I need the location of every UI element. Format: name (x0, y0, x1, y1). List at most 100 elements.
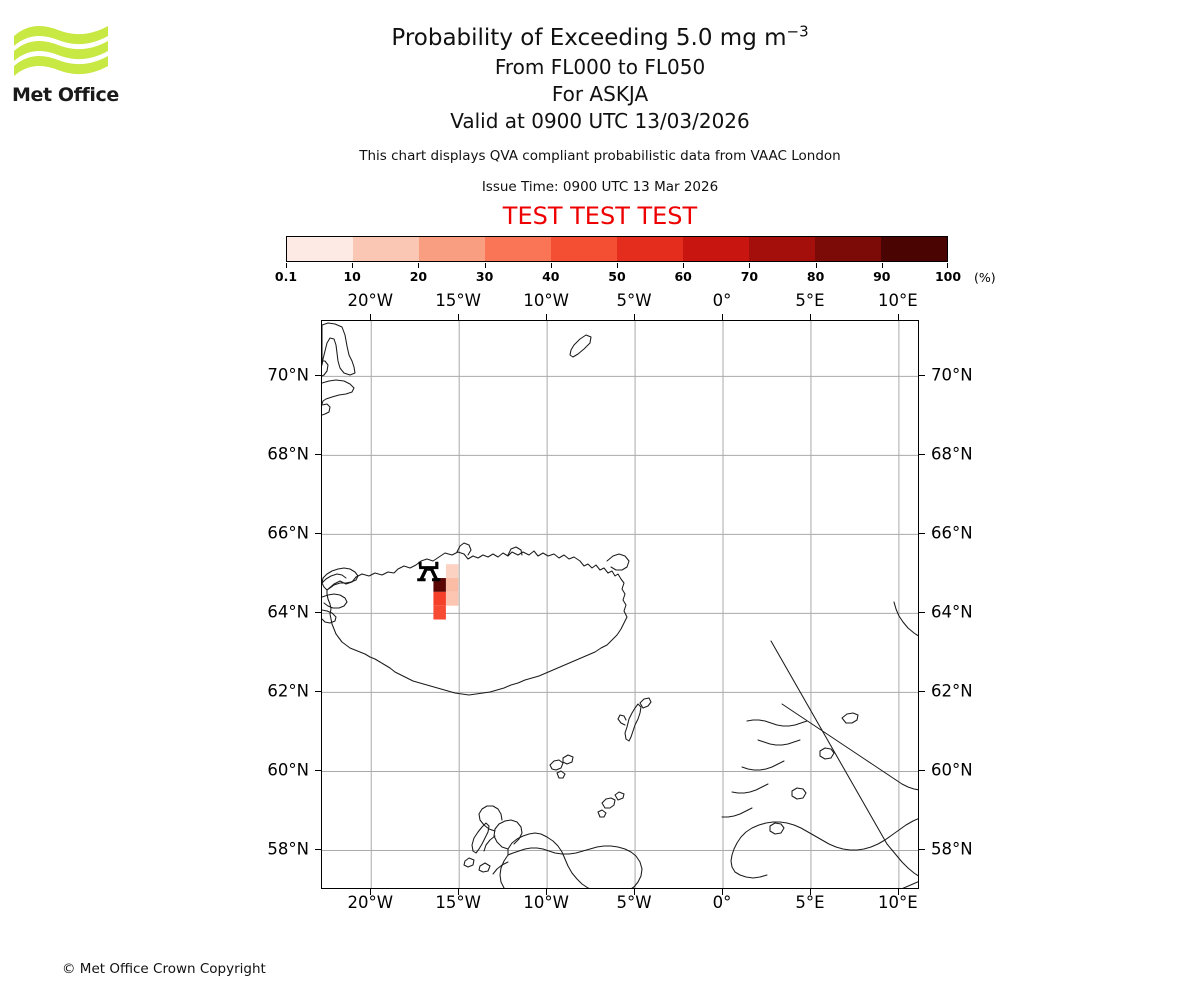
lon-tick-bottom-5 (809, 889, 811, 895)
coastline-norway-ne-corner (893, 601, 918, 637)
lon-tick-top-6 (897, 314, 899, 320)
coastline-iceland-nw1 (322, 573, 347, 584)
coastline-norway-island3 (791, 787, 807, 800)
coastline-greenland (322, 322, 356, 376)
lon-label-top-5: 5°E (795, 291, 825, 310)
lat-tick-right-3 (919, 612, 925, 614)
lat-label-left-1: 68°N (267, 444, 309, 464)
colorbar-tick-label-5: 50 (608, 269, 626, 284)
lon-label-bottom-5: 5°E (795, 893, 825, 912)
lat-tick-left-1 (315, 454, 321, 456)
coastline-faroe-2 (562, 754, 574, 765)
coastline-iceland (326, 550, 628, 696)
colorbar-tick-9 (881, 263, 883, 268)
lon-tick-top-3 (634, 314, 636, 320)
colorbar-units-label: (%) (974, 270, 996, 285)
coastline-iceland-nw2 (322, 593, 348, 609)
lat-tick-left-3 (315, 612, 321, 614)
lon-tick-bottom-6 (897, 889, 899, 895)
coastline-iceland-ne (606, 553, 630, 571)
coastline-denmark (902, 881, 918, 888)
colorbar-tick-label-8: 80 (806, 269, 825, 284)
chart-title-text: Probability of Exceeding 5.0 mg m (391, 25, 787, 51)
lat-label-left-3: 64°N (267, 602, 309, 622)
colorbar-tick-label-2: 20 (409, 269, 428, 284)
coastline-iceland-nw3 (322, 609, 337, 624)
coastline-scotland-hebrides2 (463, 857, 475, 868)
coastline-norway-fjords2 (757, 739, 801, 746)
lat-label-left-2: 66°N (267, 523, 309, 543)
coastline-shetland (624, 703, 642, 742)
colorbar-tick-5 (617, 263, 618, 268)
lon-label-bottom-0: 20°W (347, 893, 394, 912)
coastline-scotland-fjord2 (492, 861, 509, 875)
map-canvas[interactable] (322, 321, 919, 889)
coastline-norway-island1 (841, 712, 859, 724)
lon-label-top-6: 10°E (878, 291, 918, 310)
colorbar-segment-9 (881, 237, 947, 261)
probability-cell (445, 564, 459, 579)
met-office-wordmark: Met Office (12, 84, 119, 106)
lon-label-top-2: 10°W (523, 291, 569, 310)
coastline-scotland (507, 832, 643, 888)
lat-label-left-0: 70°N (267, 365, 309, 385)
page-title: Probability of Exceeding 5.0 mg m−3 (140, 22, 1060, 54)
lat-label-right-0: 70°N (931, 365, 973, 385)
lon-label-top-3: 5°W (616, 291, 652, 310)
valid-time-line: Valid at 0900 UTC 13/03/2026 (450, 109, 750, 133)
lat-tick-right-0 (919, 375, 925, 377)
coastline-iceland-notch2 (507, 546, 523, 556)
coastline-scotland-fjord1 (483, 835, 496, 852)
map-gridlines (322, 321, 918, 888)
coastline-orkney (601, 797, 616, 809)
lat-tick-right-5 (919, 770, 925, 772)
colorbar-tick-label-6: 60 (674, 269, 692, 284)
coastlines (322, 322, 918, 888)
colorbar-segment-6 (683, 237, 749, 261)
lon-label-top-0: 20°W (347, 291, 394, 310)
colorbar-segment-3 (485, 237, 551, 261)
lat-tick-right-6 (919, 849, 925, 851)
colorbar-tick-1 (352, 263, 354, 268)
colorbar-tick-label-0: 0.1 (274, 269, 298, 284)
flight-level-line: From FL000 to FL050 (494, 55, 706, 79)
lat-label-left-5: 60°N (267, 760, 309, 780)
coastline-scotland-hebrides (471, 822, 490, 854)
volcano-name-line: For ASKJA (551, 82, 649, 106)
colorbar-gradient (286, 236, 948, 262)
chart-title-exponent: −3 (786, 22, 809, 41)
coastline-shetland-3 (617, 714, 627, 726)
coastline-jan-mayen (569, 334, 592, 358)
coastline-greenland-sw2 (322, 403, 331, 416)
map-frame[interactable] (321, 320, 919, 889)
coastline-orkney-3 (597, 809, 607, 818)
colorbar: 0.1 10 20 30 40 50 60 70 80 90 100 (275, 236, 961, 284)
probability-cell (433, 578, 446, 592)
lon-label-bottom-3: 5°W (616, 893, 652, 912)
map-panel[interactable] (321, 320, 919, 889)
lon-tick-top-1 (458, 314, 460, 320)
colorbar-tick-0 (286, 263, 287, 268)
colorbar-tick-label-9: 90 (873, 269, 891, 284)
colorbar-tick-label-7: 70 (740, 269, 759, 284)
lon-label-top-1: 15°W (435, 291, 481, 310)
lat-label-right-4: 62°N (931, 681, 973, 701)
coastline-orkney-2 (614, 791, 625, 801)
lat-label-left-6: 58°N (267, 839, 309, 859)
colorbar-tick-6 (683, 263, 685, 268)
lon-tick-bottom-2 (546, 889, 548, 895)
askja-volcano-marker (417, 561, 441, 582)
lat-tick-left-4 (315, 691, 321, 693)
lon-label-bottom-6: 10°E (878, 893, 918, 912)
colorbar-tick-4 (550, 263, 552, 268)
coastline-scotland-inner (499, 854, 509, 888)
title-block: Probability of Exceeding 5.0 mg m−3 From… (140, 22, 1060, 231)
test-banner: TEST TEST TEST (502, 202, 698, 230)
lat-tick-left-2 (315, 533, 321, 535)
lon-label-bottom-4: 0° (712, 893, 732, 912)
lon-tick-top-0 (370, 314, 372, 320)
colorbar-segment-0 (287, 237, 353, 261)
coastline-scotland-hebrides3 (478, 862, 491, 873)
lon-tick-top-4 (722, 314, 723, 320)
colorbar-segment-1 (353, 237, 419, 261)
